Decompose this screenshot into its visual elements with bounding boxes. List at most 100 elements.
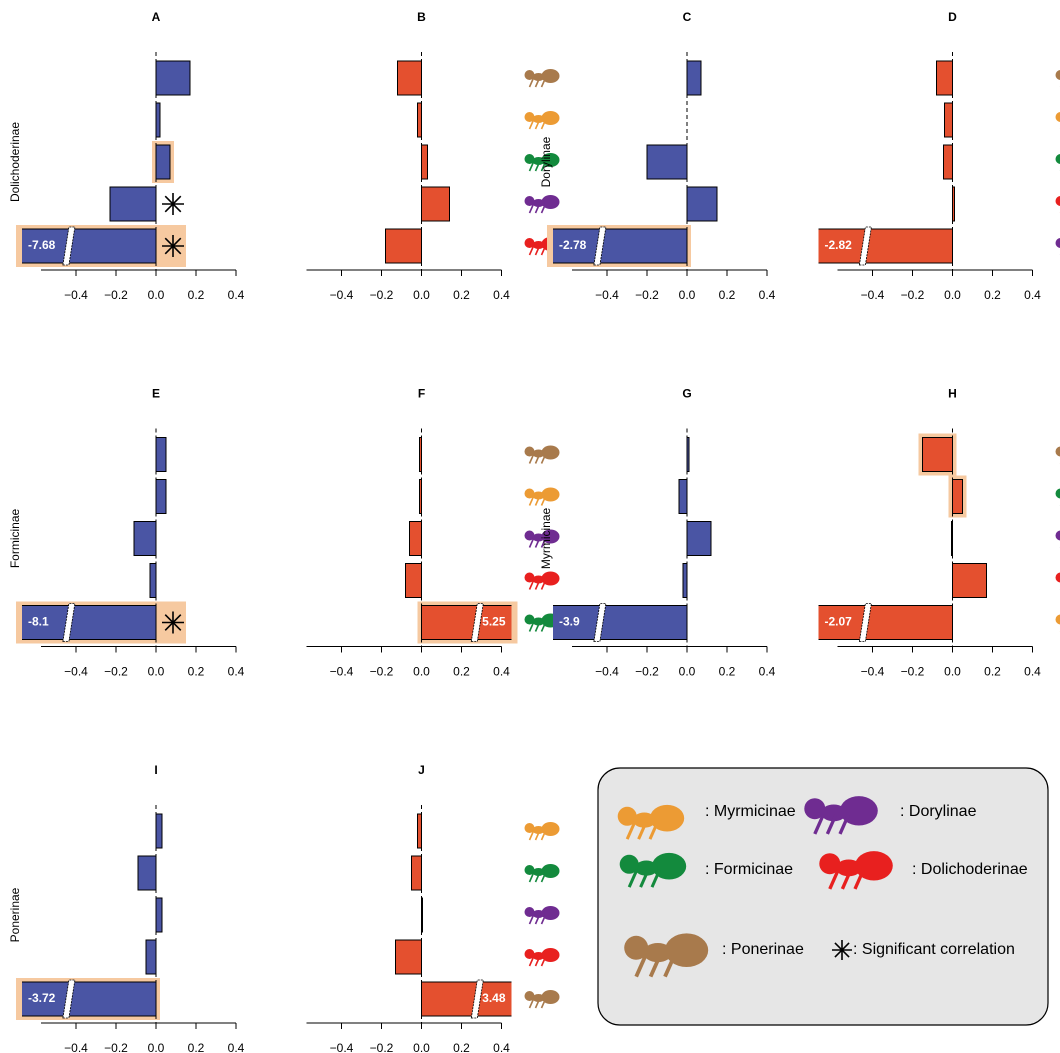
ant-icon [1056,614,1060,632]
x-tick-label: 0.0 [944,665,961,679]
significance-marker [162,193,184,215]
value-label: -2.78 [559,238,587,252]
x-tick-label: 0.4 [759,288,776,302]
bar [0,229,156,263]
x-tick-label: 0.0 [148,288,165,302]
x-tick-label: 0.4 [1024,665,1041,679]
x-tick-label: 0.2 [984,665,1001,679]
legend-label: : Significant correlation [853,941,1015,958]
x-tick-label: 0.0 [679,288,696,302]
ant-icon [525,990,560,1008]
panel-title: D [948,10,957,24]
bar [396,940,422,974]
bar [923,438,953,472]
bar [156,814,162,848]
ant-head [1056,489,1060,499]
panel-title: G [682,387,691,401]
ant-icon [525,822,560,840]
x-tick-label: −0.4 [595,665,619,679]
x-tick-label: 0.2 [453,1041,470,1053]
y-axis-label: Dorylinae [539,136,553,187]
value-label: -3.9 [559,615,580,629]
ant-icon [525,572,560,590]
ant-head [1056,531,1060,541]
significance-marker [832,940,852,960]
bar [150,564,156,598]
bar [687,522,711,556]
bar [156,103,160,137]
significance-marker [162,612,184,634]
bars [0,814,162,1016]
ant-head [1056,238,1060,248]
bar [412,856,422,890]
ant-icon [1056,446,1060,464]
bar [406,564,422,598]
bar [0,606,156,640]
legend-label: : Dorylinae [900,803,977,820]
y-axis-label: Dolichoderinae [8,122,22,202]
x-tick-label: −0.4 [64,1041,88,1053]
x-tick-label: 0.0 [413,1041,430,1053]
legend-label: : Myrmicinae [705,803,796,820]
ant-icon [525,69,560,87]
x-tick-label: 0.4 [493,665,510,679]
ant-icon [1056,488,1060,506]
ant-icon [525,864,560,882]
x-tick-label: 0.2 [188,1041,205,1053]
x-tick-label: −0.4 [595,288,619,302]
value-label: -2.82 [825,238,853,252]
x-tick-label: −0.4 [861,665,885,679]
legend-label: : Formicinae [705,861,793,878]
y-axis-label: Myrmicinae [539,508,553,570]
bar [138,856,156,890]
ant-icon [525,111,560,129]
panel-title: H [948,387,957,401]
bar [398,61,422,95]
x-tick-label: −0.2 [901,288,925,302]
bar [937,61,953,95]
x-tick-label: 0.4 [493,288,510,302]
x-tick-label: −0.4 [330,665,354,679]
ant-icon [525,446,560,464]
value-label: 3.48 [482,991,506,1005]
x-tick-label: −0.4 [861,288,885,302]
x-tick-label: 0.4 [493,1041,510,1053]
bars [0,438,166,640]
x-tick-label: −0.2 [370,288,394,302]
x-tick-label: 0.0 [413,665,430,679]
value-label: -7.68 [28,238,56,252]
x-tick-label: −0.4 [330,1041,354,1053]
panel-title: J [418,763,425,777]
x-tick-label: −0.2 [104,288,128,302]
x-tick-label: 0.0 [944,288,961,302]
bar [418,103,422,137]
bar [156,438,166,472]
ant-head [1056,196,1060,206]
bar [134,522,156,556]
ant-head [1056,573,1060,583]
panel-title: C [683,10,692,24]
ant-icon [525,195,560,213]
panel-title: A [152,10,161,24]
x-tick-label: −0.2 [635,665,659,679]
x-tick-label: 0.4 [228,1041,245,1053]
ant-head [1056,112,1060,122]
x-tick-label: 0.4 [759,665,776,679]
figure: A Dolichoderinae -7.68 −0.4 −0.2 0.0 0.2 0.4 B −0… [0,0,1060,1053]
ant-icon [1056,530,1060,548]
ant-icon [1056,69,1060,87]
ant-head [1056,447,1060,457]
x-tick-label: 0.0 [148,1041,165,1053]
x-tick-label: 0.0 [679,665,696,679]
bar [156,145,170,179]
bar [945,103,953,137]
ant-icon [525,488,560,506]
value-label: -3.72 [28,991,56,1005]
significance-marker [162,235,184,257]
ant-icon [1056,572,1060,590]
x-tick-label: 0.2 [453,288,470,302]
panel-title: B [417,10,426,24]
bar [422,187,450,221]
value-label: -8.1 [28,615,49,629]
ant-icon [1056,237,1060,255]
